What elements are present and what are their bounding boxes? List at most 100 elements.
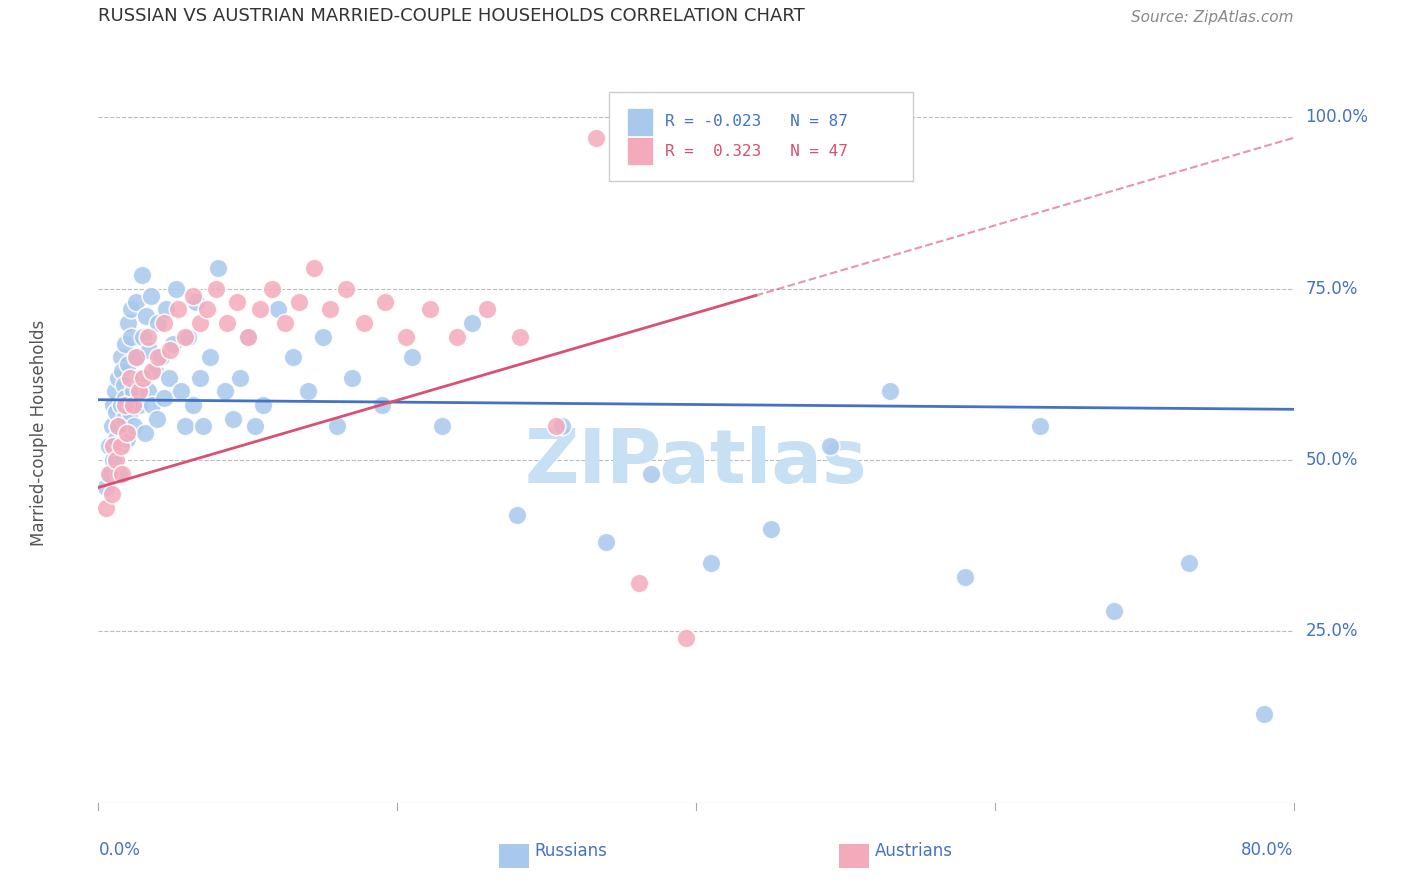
Point bbox=[401, 350, 423, 364]
Point bbox=[953, 569, 976, 583]
Point bbox=[197, 302, 219, 317]
Point bbox=[132, 329, 155, 343]
Point bbox=[105, 453, 128, 467]
Text: Source: ZipAtlas.com: Source: ZipAtlas.com bbox=[1130, 11, 1294, 25]
Point bbox=[125, 295, 148, 310]
Point bbox=[200, 350, 222, 364]
Point bbox=[136, 329, 159, 343]
Point bbox=[371, 398, 394, 412]
Point bbox=[110, 350, 132, 364]
Point bbox=[165, 282, 187, 296]
Point bbox=[214, 384, 236, 399]
Point bbox=[184, 295, 207, 310]
Point bbox=[640, 467, 662, 481]
Point bbox=[136, 384, 159, 399]
Point bbox=[1178, 556, 1201, 570]
Point bbox=[879, 384, 901, 399]
Point bbox=[395, 329, 418, 343]
Text: 0.0%: 0.0% bbox=[98, 840, 141, 858]
Text: 75.0%: 75.0% bbox=[1306, 280, 1358, 298]
Point bbox=[461, 316, 484, 330]
Point bbox=[1028, 418, 1050, 433]
Point bbox=[287, 295, 309, 310]
Point bbox=[166, 302, 188, 317]
Point bbox=[115, 433, 138, 447]
Bar bbox=[627, 108, 652, 136]
Text: 100.0%: 100.0% bbox=[1306, 108, 1368, 127]
Point bbox=[1253, 706, 1275, 721]
Point bbox=[222, 412, 245, 426]
Point bbox=[141, 398, 163, 412]
Point bbox=[506, 508, 529, 522]
Point bbox=[103, 439, 125, 453]
Point bbox=[544, 418, 567, 433]
Bar bbox=[627, 137, 652, 165]
Point bbox=[114, 336, 136, 351]
Point bbox=[110, 398, 132, 412]
Point bbox=[419, 302, 441, 317]
Point bbox=[121, 398, 143, 412]
Point bbox=[475, 302, 498, 317]
Text: Russians: Russians bbox=[534, 842, 607, 860]
Point bbox=[145, 412, 167, 426]
Point bbox=[188, 371, 211, 385]
Point bbox=[215, 316, 238, 330]
Point bbox=[759, 522, 782, 536]
Point bbox=[205, 282, 228, 296]
Point bbox=[131, 268, 153, 282]
Point bbox=[353, 316, 375, 330]
Bar bbox=[499, 844, 529, 868]
Point bbox=[94, 501, 117, 516]
Point bbox=[148, 316, 170, 330]
Point bbox=[311, 329, 333, 343]
Point bbox=[207, 261, 229, 276]
Point bbox=[159, 343, 181, 358]
Point bbox=[302, 261, 325, 276]
Point bbox=[150, 350, 173, 364]
Point bbox=[107, 418, 129, 433]
Point bbox=[132, 371, 155, 385]
Bar bbox=[839, 844, 869, 868]
Point bbox=[125, 350, 148, 364]
Point bbox=[153, 392, 176, 406]
Point bbox=[111, 439, 134, 453]
Point bbox=[121, 384, 143, 399]
Text: 80.0%: 80.0% bbox=[1241, 840, 1294, 858]
Point bbox=[129, 371, 152, 385]
Point bbox=[177, 329, 200, 343]
Point bbox=[252, 398, 274, 412]
Point bbox=[628, 576, 651, 591]
Text: R = -0.023   N = 87: R = -0.023 N = 87 bbox=[665, 114, 848, 129]
Point bbox=[114, 392, 136, 406]
Text: 25.0%: 25.0% bbox=[1306, 623, 1358, 640]
Point bbox=[509, 329, 531, 343]
Point bbox=[120, 302, 142, 317]
Text: R =  0.323   N = 47: R = 0.323 N = 47 bbox=[665, 144, 848, 159]
Point bbox=[112, 412, 135, 426]
Point bbox=[700, 556, 723, 570]
Point bbox=[134, 425, 156, 440]
Point bbox=[118, 371, 141, 385]
Point bbox=[107, 371, 129, 385]
Point bbox=[105, 433, 128, 447]
Point bbox=[1104, 604, 1126, 618]
Point bbox=[249, 302, 271, 317]
Point bbox=[188, 316, 211, 330]
Text: RUSSIAN VS AUSTRIAN MARRIED-COUPLE HOUSEHOLDS CORRELATION CHART: RUSSIAN VS AUSTRIAN MARRIED-COUPLE HOUSE… bbox=[98, 7, 806, 25]
Point bbox=[181, 288, 204, 302]
Point bbox=[139, 288, 162, 302]
Point bbox=[236, 329, 259, 343]
Point bbox=[128, 398, 150, 412]
Point bbox=[112, 377, 135, 392]
Point bbox=[430, 418, 453, 433]
Point bbox=[153, 316, 176, 330]
Point bbox=[550, 418, 572, 433]
Point bbox=[374, 295, 396, 310]
Point bbox=[101, 487, 124, 501]
Point bbox=[124, 418, 146, 433]
Point bbox=[101, 418, 124, 433]
Point bbox=[274, 316, 297, 330]
Point bbox=[94, 480, 117, 494]
Point bbox=[297, 384, 319, 399]
Point bbox=[267, 302, 290, 317]
